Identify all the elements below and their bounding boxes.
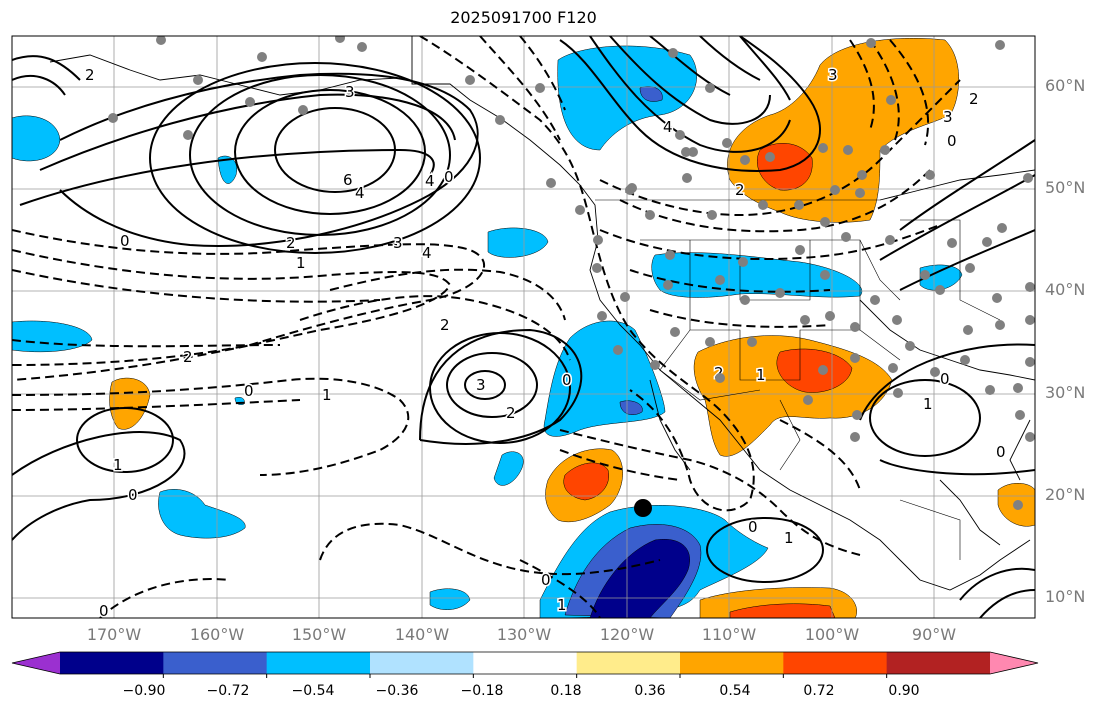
contour-label: 3: [345, 83, 355, 101]
contour-label: 4: [663, 118, 673, 136]
contours: [12, 36, 1035, 618]
lon-label: 100°W: [804, 625, 860, 644]
colorbar-bin: [473, 652, 578, 674]
contour-label: 1: [756, 366, 766, 384]
shading-layer: [12, 38, 1035, 618]
contour-label: 1: [322, 386, 332, 404]
lon-label: 90°W: [911, 625, 957, 644]
lon-label: 150°W: [291, 625, 347, 644]
lon-label: 170°W: [86, 625, 142, 644]
contour-label-group: 2 3 4 6 4 2 1 0 0 3 4 2 2 1 0 1 0 3 2 2 …: [84, 65, 1008, 620]
contour-label: 0: [940, 370, 950, 388]
contour-label: 3: [393, 234, 403, 252]
contour-label: 2: [286, 234, 296, 252]
contour-label: 1: [784, 529, 794, 547]
lon-label: 160°W: [189, 625, 245, 644]
contour-label: 4: [425, 172, 435, 190]
colorbar-bin: [783, 652, 888, 674]
lon-label: 140°W: [394, 625, 450, 644]
colorbar-tick-label: 0.36: [634, 683, 666, 699]
contour-label: 2: [440, 316, 450, 334]
colorbar-bin: [370, 652, 474, 674]
contour-label: 1: [923, 395, 933, 413]
center-point-marker: [634, 499, 652, 517]
contour-label: 3: [828, 66, 838, 84]
colorbar-bin: [576, 652, 681, 674]
lat-label: 20°N: [1045, 485, 1086, 504]
contour-label: 0: [99, 602, 109, 620]
colorbar-tick-label: 0.72: [803, 683, 835, 699]
colorbar-tick-label: −0.72: [206, 683, 250, 699]
contour-label: 2: [85, 66, 95, 84]
lat-label: 10°N: [1045, 587, 1086, 606]
contour-label: 0: [444, 168, 454, 186]
colorbar: [11, 651, 1039, 678]
lon-label: 110°W: [701, 625, 757, 644]
contour-label: 6: [343, 171, 353, 189]
colorbar-bin: [266, 652, 371, 674]
colorbar-tick-label: 0.18: [550, 683, 582, 699]
contour-label: 0: [244, 382, 254, 400]
lat-label: 30°N: [1045, 383, 1086, 402]
lat-label: 40°N: [1045, 280, 1086, 299]
contour-label: 3: [943, 108, 953, 126]
colorbar-tick-label: 0.54: [719, 683, 751, 699]
lon-label: 120°W: [599, 625, 655, 644]
contour-label: 4: [355, 184, 365, 202]
colorbar-tick-label: −0.36: [375, 683, 419, 699]
colorbar-extend-low: [12, 652, 60, 674]
borders: [595, 199, 1001, 560]
colorbar-bin: [886, 652, 991, 674]
contour-label: 0: [128, 486, 138, 504]
map-frame: [11, 35, 1036, 619]
contour-label: 0: [947, 132, 957, 150]
lon-label: 130°W: [496, 625, 552, 644]
contour-label: 2: [969, 90, 979, 108]
lat-label: 60°N: [1045, 76, 1086, 95]
contour-label: 0: [120, 232, 130, 250]
colorbar-tick-label: −0.54: [291, 683, 335, 699]
contour-label: 1: [296, 254, 306, 272]
map-title: 2025091700 F120: [450, 8, 597, 27]
colorbar-bin: [163, 652, 268, 674]
contour-label: 3: [476, 376, 486, 394]
colorbar-bin: [680, 652, 784, 674]
colorbar-extend-high: [990, 652, 1038, 674]
colorbar-outline: [11, 651, 1039, 675]
contour-label: 0: [748, 518, 758, 536]
colorbar-tick-label: −0.18: [460, 683, 504, 699]
lat-label: 50°N: [1045, 178, 1086, 197]
dashed-contours: [12, 36, 961, 618]
colorbar-tick-label: 0.90: [888, 683, 920, 699]
colorbar-bin: [60, 652, 164, 674]
contour-label: 2: [506, 404, 516, 422]
contour-label: 1: [113, 456, 123, 474]
contour-label: 0: [541, 571, 551, 589]
contour-label: 2: [735, 181, 745, 199]
graticule: [12, 36, 1035, 618]
contour-label: 1: [557, 596, 567, 614]
contour-label: 2: [183, 348, 193, 366]
contour-label: 0: [562, 371, 572, 389]
contour-label: 0: [996, 443, 1006, 461]
contour-label: 4: [422, 244, 432, 262]
station-dots: [108, 36, 1035, 510]
colorbar-tick-label: −0.90: [122, 683, 166, 699]
